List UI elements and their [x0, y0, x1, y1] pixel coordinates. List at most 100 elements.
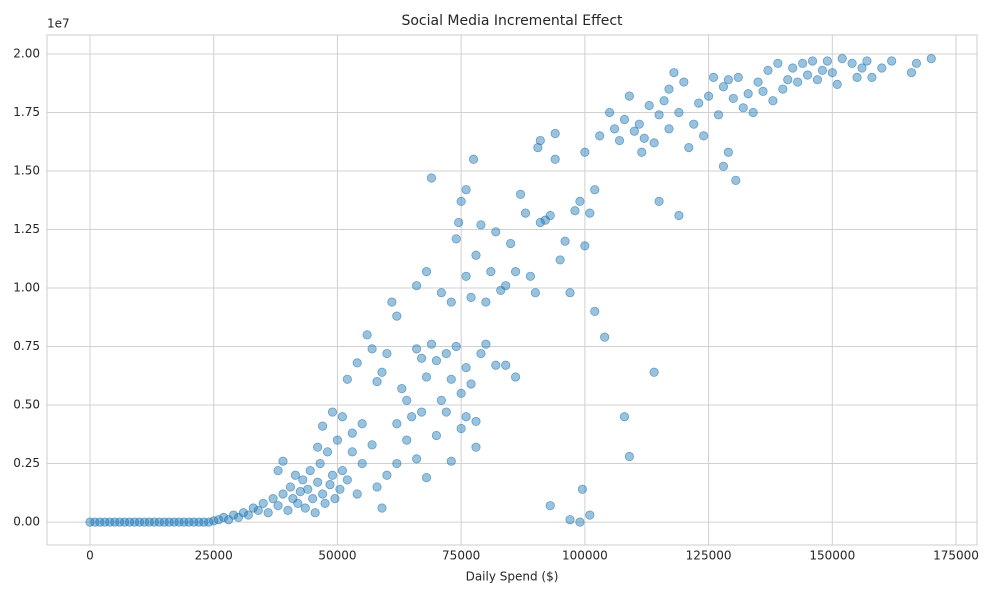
point — [372, 482, 382, 492]
point — [189, 517, 199, 527]
point — [278, 456, 288, 466]
point — [421, 372, 432, 382]
point — [649, 138, 659, 148]
point — [654, 196, 664, 207]
point — [515, 189, 526, 199]
point — [570, 206, 580, 216]
point — [149, 517, 159, 527]
point — [293, 498, 303, 508]
point — [315, 458, 325, 469]
x-tick-label: 175000 — [933, 549, 979, 563]
point — [733, 72, 743, 82]
point — [639, 133, 649, 143]
point — [624, 451, 635, 462]
y-tick-label: 0.00 — [13, 515, 40, 529]
point — [644, 100, 654, 111]
point — [748, 107, 758, 118]
point — [139, 517, 150, 527]
x-tick-label: 50000 — [318, 549, 356, 563]
point — [595, 131, 605, 141]
point — [412, 454, 422, 464]
point — [575, 517, 585, 527]
point — [402, 395, 412, 405]
point — [100, 517, 110, 527]
point — [461, 271, 471, 281]
point — [273, 501, 283, 511]
point — [243, 510, 253, 520]
plot-area — [47, 35, 977, 545]
y-tick-label: 1.75 — [13, 105, 40, 119]
point — [510, 267, 521, 277]
point — [451, 341, 461, 352]
point — [862, 56, 872, 66]
point — [738, 103, 748, 113]
point — [342, 475, 352, 485]
point — [283, 505, 293, 515]
point — [362, 330, 372, 340]
point — [609, 124, 620, 134]
point — [325, 480, 335, 490]
point — [471, 250, 481, 260]
point — [540, 215, 550, 225]
point — [773, 58, 783, 68]
point — [95, 517, 105, 527]
point — [174, 517, 184, 527]
point — [105, 517, 115, 527]
point — [377, 367, 387, 377]
x-tick-label: 75000 — [442, 549, 480, 563]
point — [461, 412, 471, 422]
point — [525, 271, 536, 281]
point — [550, 128, 560, 139]
point — [335, 484, 345, 494]
point — [120, 517, 130, 527]
point — [807, 56, 818, 66]
point — [510, 372, 521, 382]
point — [713, 110, 724, 120]
point — [471, 416, 481, 427]
point — [659, 96, 669, 106]
point — [590, 306, 600, 317]
point — [535, 217, 545, 228]
point — [708, 72, 719, 82]
point — [397, 384, 407, 394]
point — [392, 458, 402, 469]
point — [689, 119, 699, 129]
point — [731, 175, 741, 185]
point — [718, 161, 729, 171]
point — [273, 465, 283, 476]
point — [441, 407, 451, 417]
point — [461, 185, 471, 195]
point — [416, 407, 427, 417]
point — [605, 107, 615, 118]
y-tick-label: 1.00 — [13, 281, 40, 295]
point — [832, 79, 842, 89]
point — [357, 458, 367, 469]
point — [129, 517, 140, 527]
point — [466, 292, 476, 302]
point — [159, 517, 169, 527]
point — [454, 217, 464, 228]
point — [347, 447, 357, 457]
point — [703, 91, 714, 101]
point — [580, 147, 590, 157]
point — [298, 475, 308, 485]
point — [481, 339, 491, 349]
point — [783, 75, 793, 85]
point — [357, 419, 367, 429]
point — [219, 512, 229, 522]
point — [867, 72, 877, 82]
point — [577, 484, 587, 494]
point — [313, 477, 323, 487]
point — [637, 147, 647, 157]
point — [436, 395, 446, 405]
point — [248, 503, 258, 513]
point — [214, 515, 224, 525]
point — [253, 505, 263, 515]
point — [441, 348, 451, 359]
point — [263, 508, 273, 518]
point — [476, 348, 486, 359]
point — [654, 110, 664, 120]
point — [743, 89, 753, 99]
point — [728, 93, 738, 104]
point — [664, 124, 674, 134]
